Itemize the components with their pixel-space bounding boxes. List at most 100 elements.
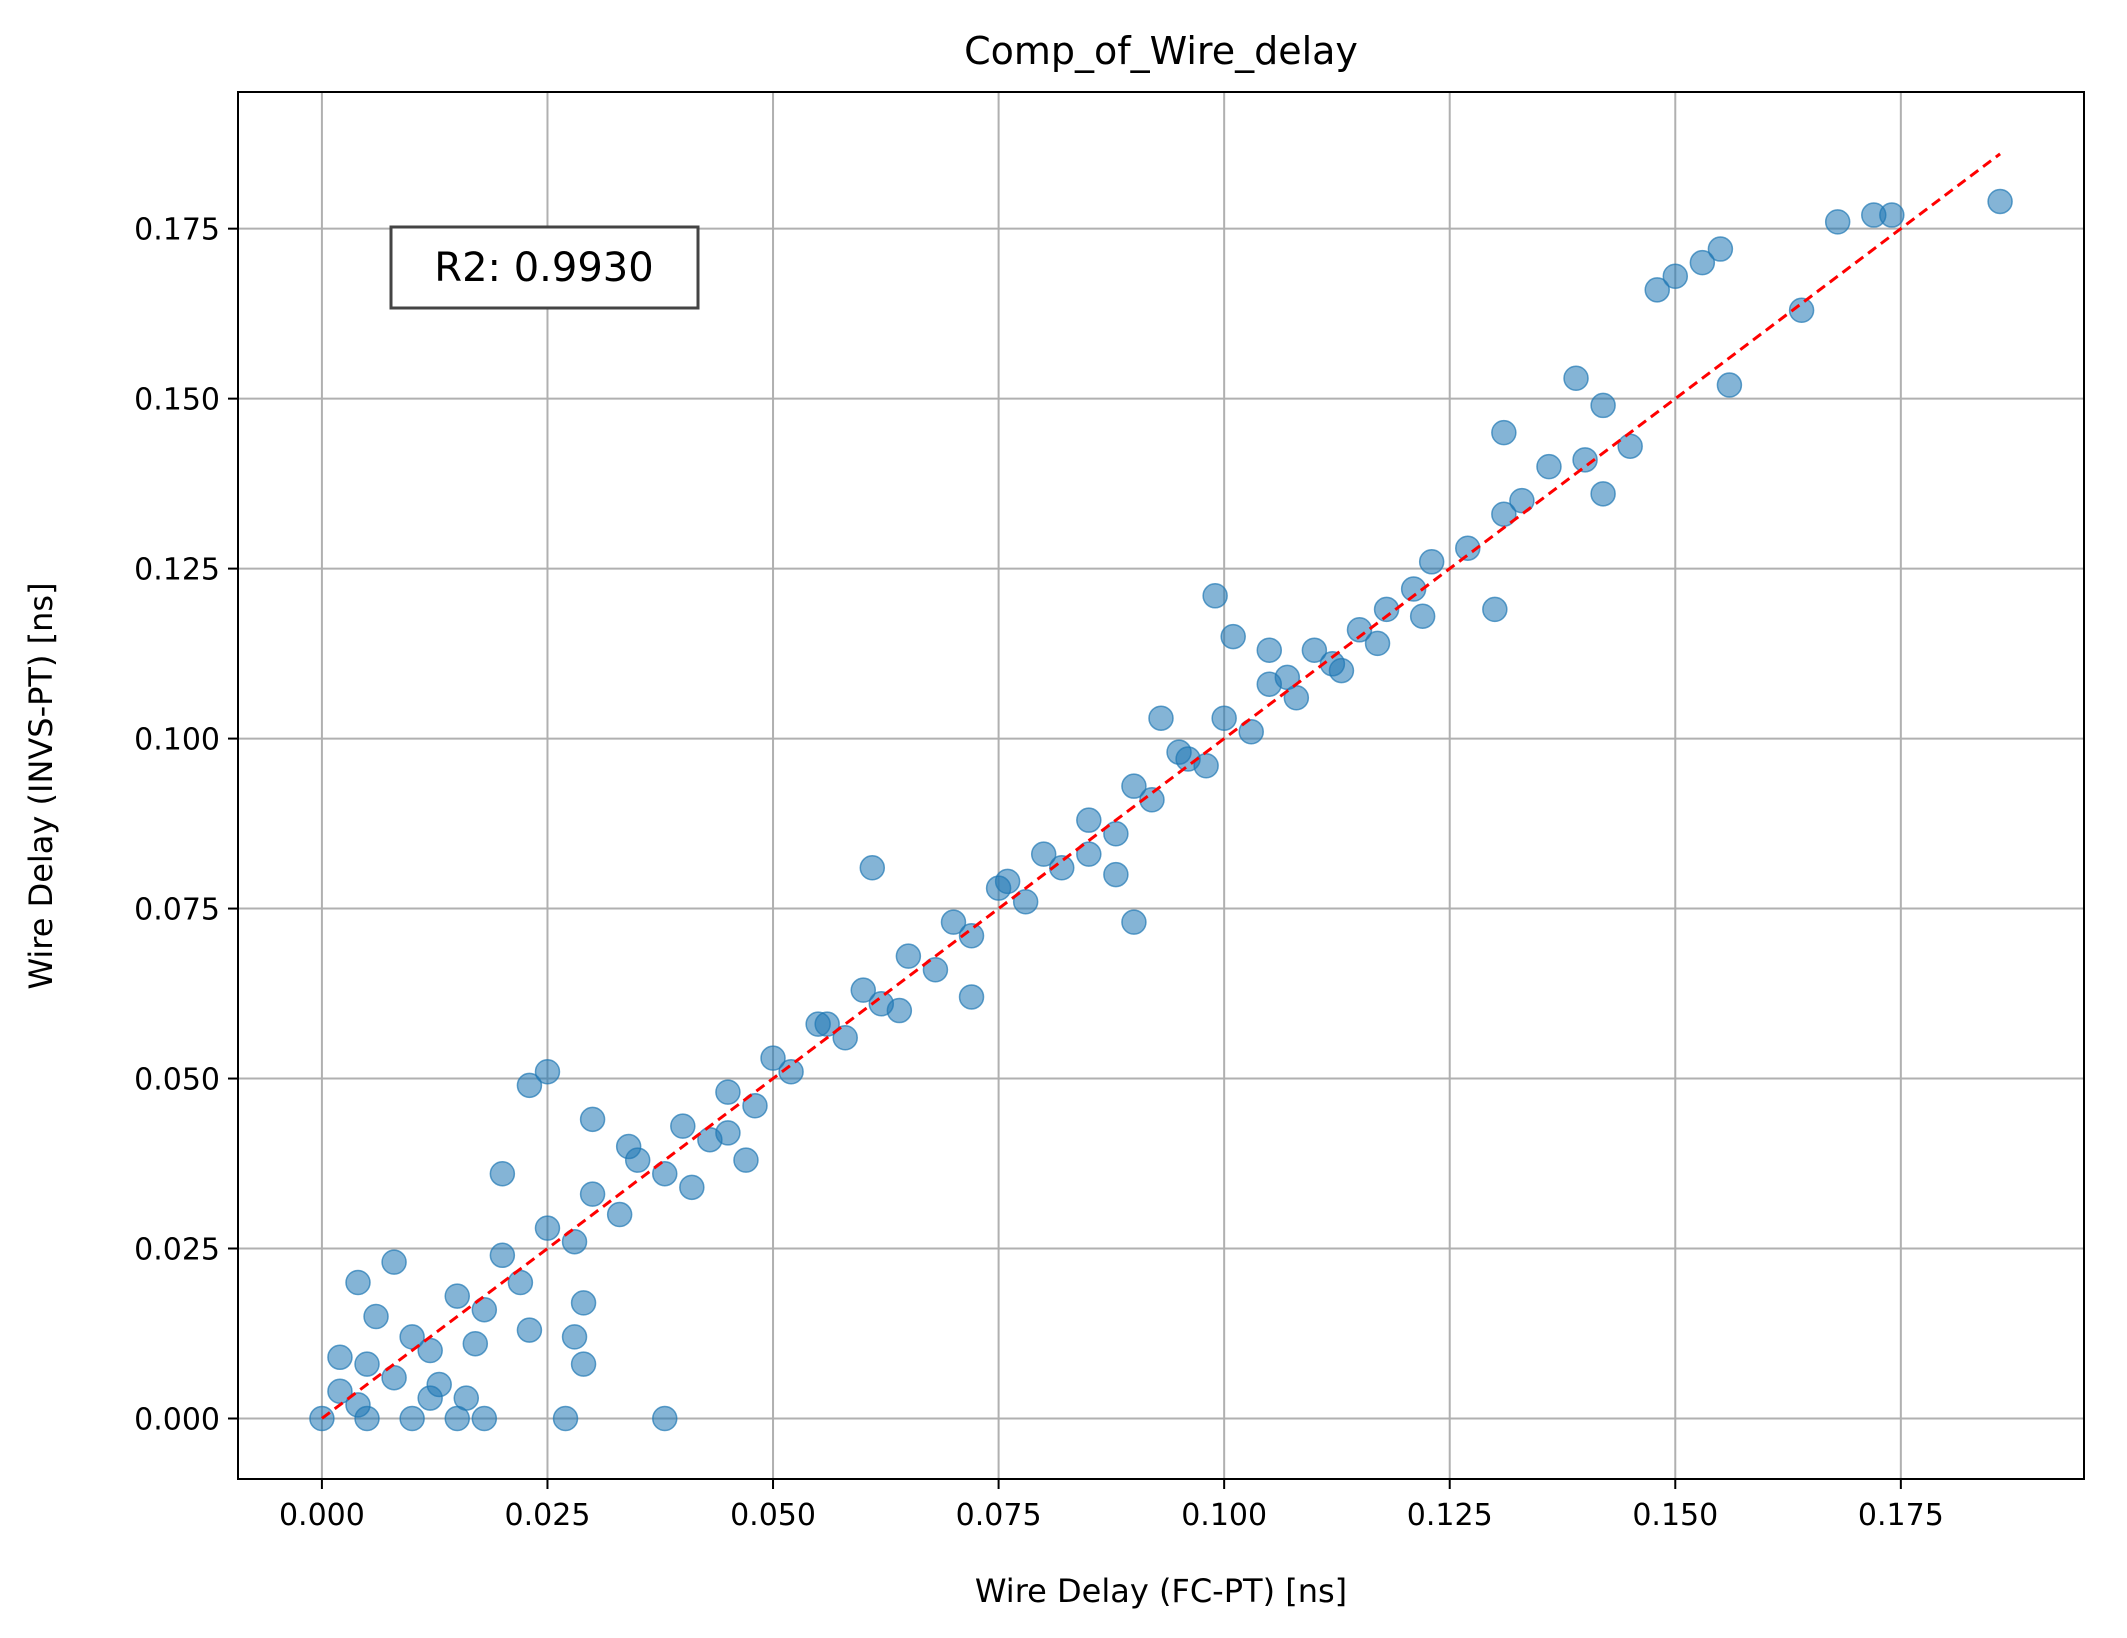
data-point <box>742 1092 768 1119</box>
data-point <box>1364 630 1391 657</box>
data-point <box>1400 576 1427 602</box>
data-point <box>1238 719 1264 745</box>
data-point <box>561 1324 588 1350</box>
data-point <box>1049 855 1075 881</box>
data-point <box>994 868 1021 895</box>
data-point <box>715 1079 741 1105</box>
data-point <box>1788 297 1815 323</box>
data-point <box>534 1215 561 1241</box>
data-point <box>1103 861 1129 888</box>
data-point <box>1211 705 1237 731</box>
axis-ticks: 0.000 0.025 0.050 0.075 0.100 0.125 0.150 0.175… <box>134 213 1944 1533</box>
data-point <box>516 1072 543 1099</box>
x-tick-label: 0.175 <box>1858 1498 1944 1533</box>
data-point <box>832 1024 858 1051</box>
data-point <box>652 1405 678 1432</box>
y-tick-label: 0.075 <box>134 893 220 928</box>
x-tick-label: 0.150 <box>1632 1498 1718 1533</box>
data-point <box>895 943 922 969</box>
data-point <box>1536 453 1562 480</box>
data-point <box>453 1385 480 1411</box>
r2-annotation: R2: 0.9930 <box>389 225 700 310</box>
x-tick-label: 0.050 <box>730 1498 816 1533</box>
data-point <box>1716 372 1743 398</box>
data-point <box>444 1283 470 1309</box>
data-point <box>760 1045 786 1071</box>
data-point <box>417 1337 443 1364</box>
data-point <box>733 1147 759 1173</box>
data-point <box>1617 433 1643 459</box>
data-point <box>1824 209 1851 235</box>
data-point <box>1076 807 1102 833</box>
data-point <box>354 1405 380 1432</box>
data-point <box>1662 263 1689 290</box>
data-point <box>1121 773 1147 799</box>
data-point <box>615 1133 642 1160</box>
reference-line-group <box>321 152 2001 1420</box>
y-tick-label: 0.150 <box>134 383 220 418</box>
data-point <box>1139 787 1165 813</box>
data-point <box>1418 549 1445 575</box>
data-point <box>1202 583 1228 609</box>
data-point <box>1175 746 1201 772</box>
data-point <box>507 1269 534 1296</box>
data-point <box>471 1296 498 1323</box>
data-point <box>354 1351 380 1377</box>
data-point <box>1328 657 1355 684</box>
data-point <box>471 1405 498 1432</box>
data-point <box>1707 236 1734 262</box>
data-point <box>381 1249 407 1275</box>
data-point <box>534 1058 561 1085</box>
data-point <box>1121 909 1147 935</box>
data-point <box>1030 841 1057 867</box>
data-point <box>363 1303 389 1330</box>
data-point <box>652 1160 678 1187</box>
data-point <box>940 909 967 935</box>
data-point <box>778 1058 804 1085</box>
data-point <box>1987 188 2013 215</box>
data-point <box>886 997 913 1024</box>
data-point <box>1220 623 1246 650</box>
data-point <box>715 1120 741 1146</box>
data-point <box>670 1113 696 1139</box>
data-point <box>489 1160 516 1187</box>
data-point <box>958 984 985 1010</box>
data-point <box>489 1242 516 1269</box>
data-point <box>1482 596 1508 623</box>
y-tick-label: 0.025 <box>134 1233 220 1268</box>
data-point <box>552 1405 579 1432</box>
data-point <box>462 1330 489 1357</box>
data-point <box>1590 392 1616 419</box>
r2-annotation-text: R2: 0.9930 <box>434 245 653 291</box>
data-point <box>399 1405 425 1432</box>
y-tick-label: 0.050 <box>134 1063 220 1098</box>
data-point <box>1879 202 1905 228</box>
data-point <box>850 977 877 1003</box>
y-axis-label: Wire Delay (INVS-PT) [ns] <box>22 582 60 989</box>
data-point <box>1572 447 1598 473</box>
data-point <box>1409 603 1436 629</box>
data-point <box>1148 705 1174 731</box>
data-point <box>922 957 949 983</box>
data-point <box>570 1290 597 1316</box>
data-point <box>958 923 985 949</box>
data-point <box>570 1351 597 1377</box>
data-point <box>579 1181 606 1207</box>
data-points <box>309 188 2013 1432</box>
x-tick-label: 0.125 <box>1407 1498 1493 1533</box>
data-point <box>345 1269 371 1296</box>
x-tick-label: 0.075 <box>956 1498 1042 1533</box>
data-point <box>1590 481 1616 507</box>
y-tick-label: 0.000 <box>134 1402 220 1437</box>
data-point <box>1455 535 1481 561</box>
data-point <box>1644 277 1670 303</box>
y-tick-label: 0.125 <box>134 553 220 588</box>
data-point <box>1491 419 1517 446</box>
x-tick-label: 0.100 <box>1181 1498 1267 1533</box>
y-tick-label: 0.175 <box>134 213 220 248</box>
data-point <box>1563 365 1589 391</box>
x-axis-label: Wire Delay (FC-PT) [ns] <box>975 1572 1347 1610</box>
data-point <box>327 1344 353 1371</box>
plot-frame <box>237 91 2085 1480</box>
